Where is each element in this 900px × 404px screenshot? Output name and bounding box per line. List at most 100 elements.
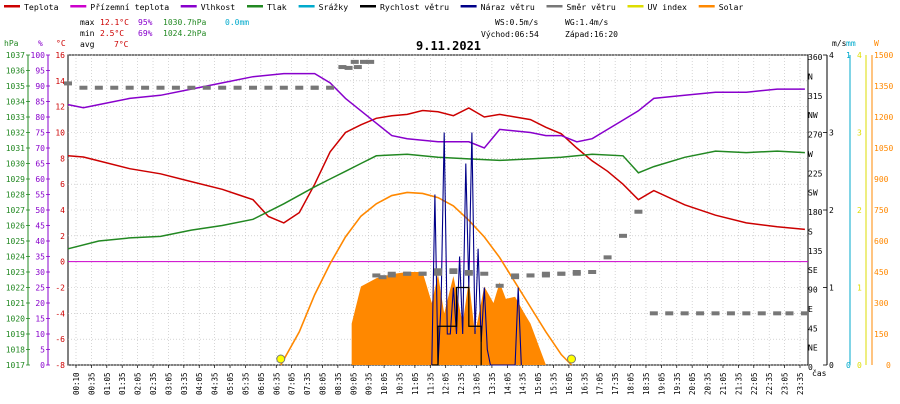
wind-direction-point (156, 85, 165, 90)
percent-tick-label: 95 (35, 67, 45, 76)
celsius-tick-label: -8 (55, 361, 65, 370)
wind-direction-point (378, 275, 387, 280)
wind-direction-point (387, 271, 396, 276)
wind-speed-line (431, 286, 482, 366)
x-tick-label: 06:35 (272, 372, 281, 395)
x-tick-label: 19:05 (657, 372, 666, 395)
wind-direction-point (526, 273, 535, 278)
hpa-tick-label: 1021 (6, 299, 25, 308)
wind-direction-point (742, 311, 751, 316)
direction-tick-label: NE (808, 344, 818, 353)
x-tick-label: 10:35 (395, 372, 404, 395)
percent-tick-label: 40 (35, 237, 45, 246)
x-tick-label: 06:05 (257, 372, 266, 395)
x-tick-label: 00:10 (72, 372, 81, 395)
stat-max-hum: 95% (138, 18, 153, 27)
mm-unit-label: mm (846, 39, 856, 48)
wind-direction-point (338, 65, 347, 70)
x-tick-label: 12:05 (442, 372, 451, 395)
solar-curve (280, 191, 573, 366)
wind-direction-point (619, 233, 627, 238)
mm-tick-label: 1 (846, 51, 851, 60)
x-tick-label: 15:35 (550, 372, 559, 395)
x-tick-label: 21:35 (734, 372, 743, 395)
solar-measured-area (351, 272, 546, 365)
series-line-Tlak (67, 150, 805, 250)
direction-tick-label: 360 (808, 53, 823, 62)
x-tick-label: 14:05 (503, 372, 512, 395)
direction-tick-label: S (808, 227, 813, 236)
x-tick-label: 00:35 (87, 372, 96, 395)
x-tick-label: 14:35 (519, 372, 528, 395)
wind-direction-point (511, 273, 520, 278)
celsius-tick-label: 4 (60, 206, 65, 215)
hpa-tick-label: 1036 (6, 67, 25, 76)
watt-tick-label: 1200 (874, 113, 893, 122)
hpa-tick-label: 1033 (6, 113, 25, 122)
x-tick-label: 11:35 (426, 372, 435, 395)
wind-direction-point (350, 59, 359, 64)
series-line-Vlhkost (67, 72, 805, 149)
legend-label: Vlhkost (201, 2, 236, 12)
watt-tick-label: 0 (886, 361, 891, 370)
x-tick-label: 05:35 (241, 372, 250, 395)
wind-direction-point (800, 311, 809, 316)
x-tick-label: 11:05 (411, 372, 420, 395)
hpa-tick-label: 1023 (6, 268, 25, 277)
legend-swatch (180, 5, 197, 8)
wind-direction-point (141, 85, 150, 90)
x-tick-label: 15:05 (534, 372, 543, 395)
stat-avg-label: avg (80, 40, 95, 49)
wind-direction-point (218, 85, 227, 90)
watt-tick-label: 1050 (874, 144, 893, 153)
wind-direction-point (279, 85, 288, 90)
legend-label: Srážky (319, 2, 349, 12)
watt-tick-label: 450 (874, 268, 889, 277)
stat-max-temp: 12.1°C (100, 18, 129, 27)
percent-tick-label: 0 (40, 361, 45, 370)
wind-direction-point (418, 271, 427, 276)
x-tick-label: 04:35 (211, 372, 220, 395)
percent-tick-label: 80 (35, 113, 45, 122)
wind-direction-point (711, 311, 720, 316)
x-tick-label: 17:05 (596, 372, 605, 395)
legend-label: Přízemní teplota (90, 2, 169, 12)
percent-tick-label: 25 (35, 284, 45, 293)
legend-swatch (460, 5, 477, 8)
legend-label: Náraz větru (481, 2, 535, 12)
percent-tick-label: 50 (35, 206, 45, 215)
wind-direction-point (696, 311, 705, 316)
celsius-tick-label: 12 (55, 103, 65, 112)
percent-tick-label: 75 (35, 129, 45, 138)
x-tick-label: 21:05 (719, 372, 728, 395)
x-tick-label: 07:35 (303, 372, 312, 395)
percent-tick-label: 55 (35, 191, 45, 200)
hpa-tick-label: 1037 (6, 51, 25, 60)
x-tick-label: 17:35 (611, 372, 620, 395)
direction-tick-label: 135 (808, 247, 823, 256)
celsius-tick-label: 8 (60, 154, 65, 163)
celsius-tick-label: 0 (60, 258, 65, 267)
wind-direction-point (634, 209, 643, 214)
wind-direction-point (434, 268, 442, 273)
x-tick-label: 03:35 (180, 372, 189, 395)
legend-swatch (298, 5, 315, 8)
wind-direction-point (310, 85, 319, 90)
hpa-unit-label: hPa (4, 39, 19, 48)
hpa-tick-label: 1031 (6, 144, 25, 153)
stat-max-rain: 0.0mm (225, 18, 249, 27)
celsius-tick-label: -4 (55, 309, 65, 318)
percent-unit-label: % (38, 39, 43, 48)
percent-tick-label: 20 (35, 299, 45, 308)
direction-tick-label: 270 (808, 131, 823, 140)
x-tick-label: 13:05 (473, 372, 482, 395)
legend-label: Solar (719, 2, 744, 12)
celsius-tick-label: 14 (55, 77, 65, 86)
wind-direction-point (665, 311, 674, 316)
percent-tick-label: 35 (35, 253, 45, 262)
wind-direction-point (110, 85, 119, 90)
wind-direction-point (295, 85, 304, 90)
x-tick-label: 08:35 (334, 372, 343, 395)
wind-direction-point (557, 271, 566, 276)
hpa-tick-label: 1027 (6, 206, 25, 215)
